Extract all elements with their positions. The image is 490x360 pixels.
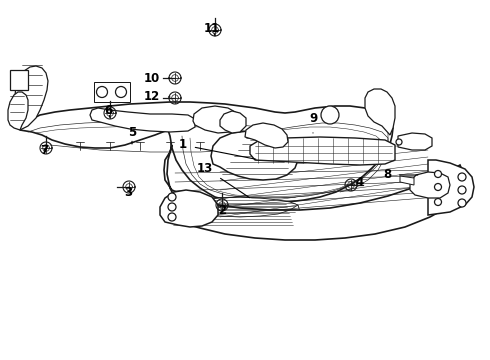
Polygon shape (428, 160, 474, 215)
Circle shape (458, 173, 466, 181)
Polygon shape (160, 190, 218, 227)
Circle shape (168, 193, 176, 201)
Text: 11: 11 (204, 22, 220, 36)
Polygon shape (10, 70, 28, 90)
Polygon shape (400, 176, 414, 185)
Polygon shape (94, 82, 130, 102)
Text: 9: 9 (309, 112, 317, 133)
Polygon shape (167, 197, 300, 228)
Text: 12: 12 (144, 90, 170, 104)
Text: 4: 4 (352, 176, 364, 189)
Circle shape (321, 106, 339, 124)
Circle shape (97, 86, 107, 98)
Polygon shape (220, 111, 246, 133)
Text: 1: 1 (179, 139, 256, 159)
Text: 2: 2 (218, 203, 226, 216)
Circle shape (435, 171, 441, 177)
Circle shape (435, 184, 441, 190)
Text: 10: 10 (144, 72, 170, 85)
Circle shape (116, 86, 126, 98)
Polygon shape (90, 108, 195, 132)
Text: 6: 6 (104, 104, 112, 118)
Circle shape (458, 186, 466, 194)
Text: 7: 7 (40, 144, 48, 157)
Polygon shape (20, 102, 393, 203)
Circle shape (396, 139, 402, 145)
Polygon shape (8, 92, 28, 130)
Polygon shape (15, 66, 48, 130)
Polygon shape (410, 172, 450, 198)
Text: 3: 3 (124, 186, 132, 199)
Polygon shape (211, 131, 298, 180)
Polygon shape (245, 123, 288, 148)
Text: 5: 5 (128, 126, 136, 144)
Polygon shape (365, 89, 395, 135)
Text: 13: 13 (197, 162, 249, 198)
Polygon shape (398, 133, 432, 150)
Polygon shape (250, 137, 395, 165)
Circle shape (168, 213, 176, 221)
Circle shape (458, 199, 466, 207)
Polygon shape (164, 145, 465, 240)
Text: 8: 8 (383, 168, 418, 181)
Circle shape (435, 198, 441, 206)
Polygon shape (193, 106, 240, 133)
Circle shape (168, 203, 176, 211)
